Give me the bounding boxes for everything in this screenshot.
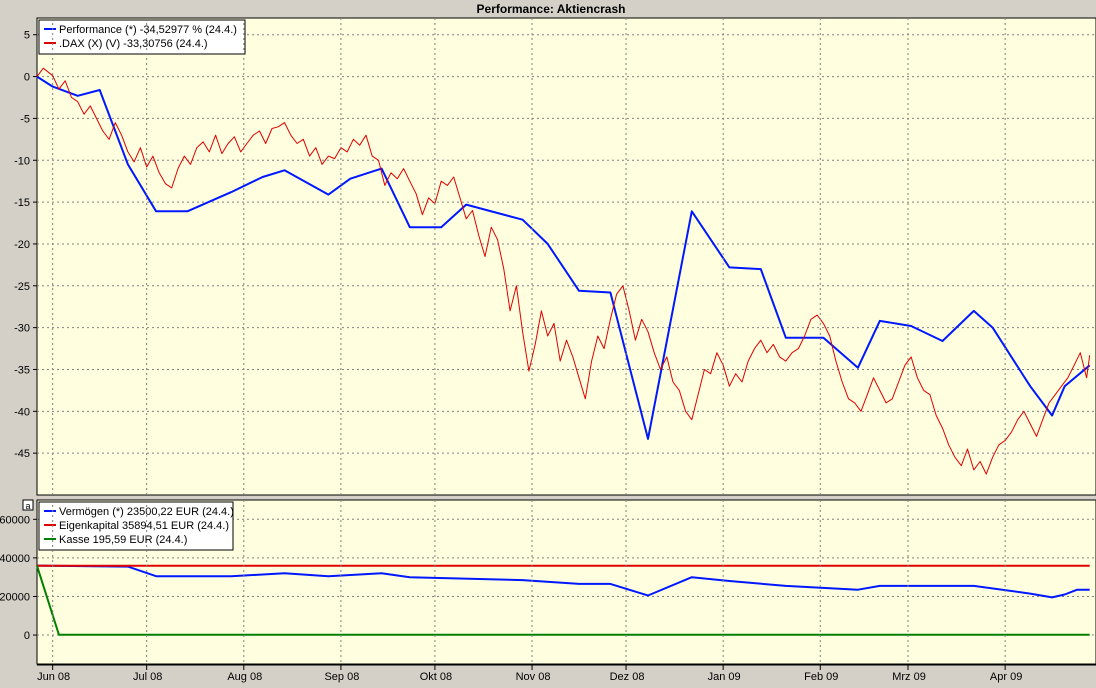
plot-area xyxy=(36,17,1096,496)
x-tick-label: Nov 08 xyxy=(516,671,551,683)
series-line xyxy=(36,67,1091,475)
y-tick-label: 0 xyxy=(24,72,30,84)
legend-label: Eigenkapital 35894,51 EUR (24.4.) xyxy=(59,520,229,532)
time-axis: Jun 08 Jul 08 Aug 08 Sep 08 Okt 08 Nov 08 Dez … xyxy=(37,18,1096,683)
x-tick-label: Sep 08 xyxy=(324,671,359,683)
y-tick-label: -10 xyxy=(14,155,30,167)
x-tick-label: Apr 09 xyxy=(990,671,1022,683)
y-tick-label: -5 xyxy=(20,113,30,125)
y-tick-label: 20000 xyxy=(0,591,30,603)
y-tick-label: -25 xyxy=(14,281,30,293)
x-tick-label: Jan 09 xyxy=(708,671,741,683)
x-tick-label: Feb 09 xyxy=(804,671,838,683)
chart-title: Performance: Aktiencrash xyxy=(477,2,626,16)
panel-marker-label: a xyxy=(25,501,30,511)
x-tick-label: Aug 08 xyxy=(227,671,262,683)
y-tick-label: 0 xyxy=(24,630,30,642)
series-line xyxy=(36,564,1090,599)
x-tick-label: Jul 08 xyxy=(133,671,162,683)
performance-panel: 5 0 -5 -10 -15 -20 -25 -30 -35 -40 -45 Performance … xyxy=(14,17,1096,496)
legend-label: Kasse 195,59 EUR (24.4.) xyxy=(59,534,187,546)
legend-box xyxy=(38,19,246,55)
y-tick-label: -20 xyxy=(14,239,30,251)
panel-marker-box xyxy=(22,499,34,511)
legend-label: Performance (*) -34,52977 % (24.4.) xyxy=(59,24,237,36)
y-tick-label: -30 xyxy=(14,323,30,335)
y-tick-label: -35 xyxy=(14,364,30,376)
x-tick-label: Dez 08 xyxy=(610,671,645,683)
y-tick-label: -45 xyxy=(14,448,30,460)
x-tick-label: Okt 08 xyxy=(420,671,452,683)
y-tick-label: -40 xyxy=(14,406,30,418)
series-line xyxy=(36,75,1091,440)
y-tick-label: 60000 xyxy=(0,514,30,526)
legend-box xyxy=(38,501,234,551)
legend-label: .DAX (X) (V) -33,30756 (24.4.) xyxy=(59,38,208,50)
y-tick-label: 5 xyxy=(24,30,30,42)
series-line xyxy=(36,565,1090,636)
y-tick-label: 40000 xyxy=(0,553,30,565)
y-tick-label: -15 xyxy=(14,197,30,209)
x-tick-label: Jun 08 xyxy=(37,671,70,683)
x-tick-label: Mrz 09 xyxy=(892,671,926,683)
